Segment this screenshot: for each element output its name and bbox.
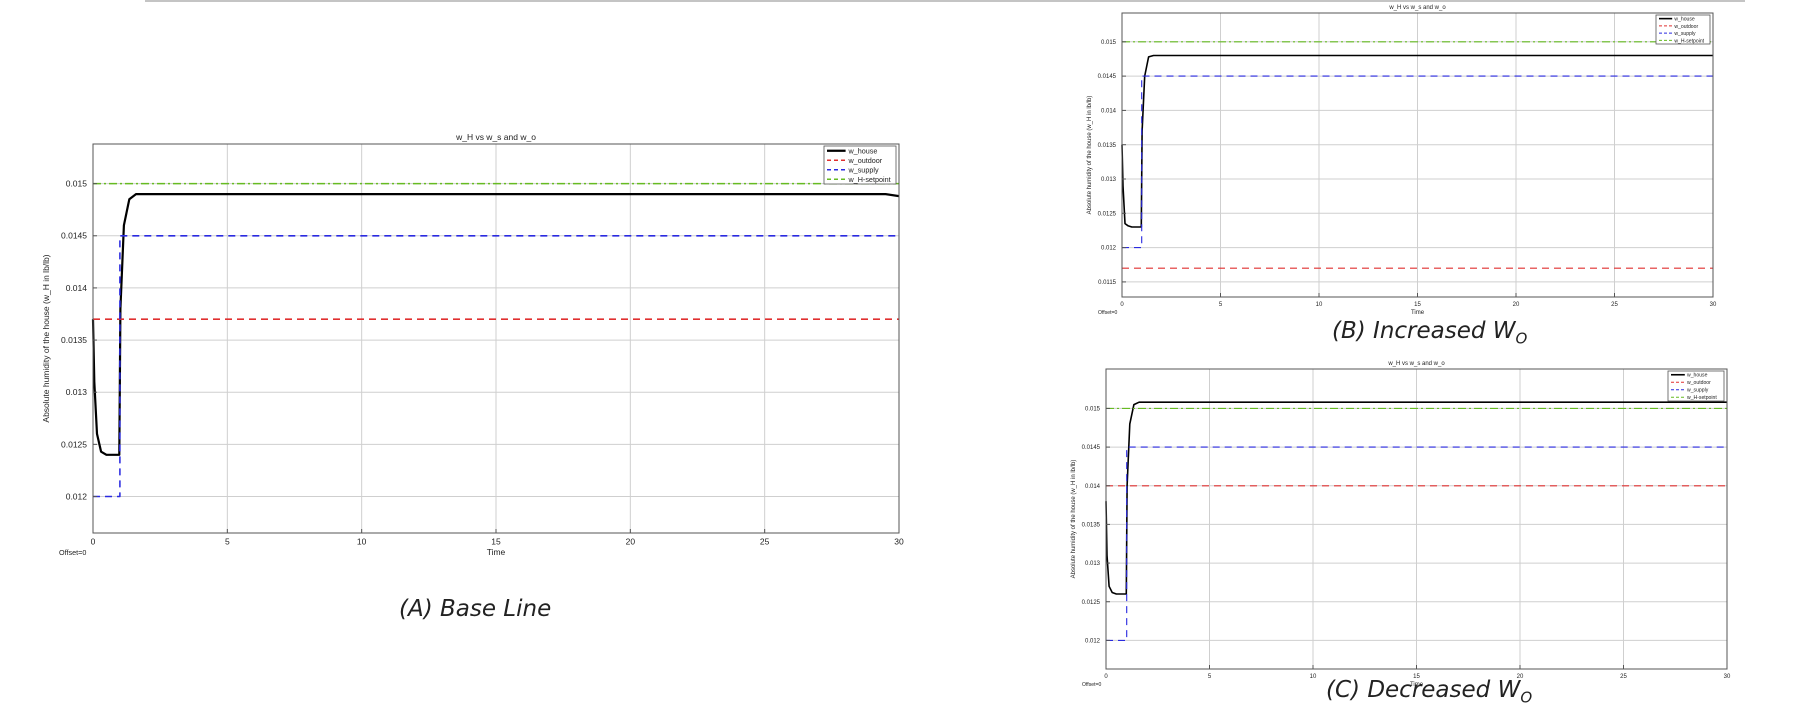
caption-decreased-wo-sub: O: [1520, 688, 1533, 707]
chart-title: w_H vs w_s and w_o: [1388, 5, 1446, 11]
y-tick-label: 0.0125: [1098, 211, 1117, 217]
y-tick-label: 0.0135: [1098, 143, 1117, 149]
chart-increased-wo: 0 5 10 15 20 25 30 0.0115 0.012 0.0125 0.013 0.0135…: [1087, 5, 1717, 316]
y-tick-label: 0.0145: [1098, 74, 1117, 80]
legend-label-w_supply: w_supply: [1674, 31, 1696, 37]
legend-label-w_house: w_house: [1687, 373, 1708, 379]
y-tick-label: 0.012: [1101, 246, 1117, 252]
x-tick-label: 5: [1208, 674, 1212, 680]
y-tick-label: 0.014: [1085, 484, 1101, 490]
y-tick-label: 0.014: [1101, 109, 1117, 115]
x-tick-label: 30: [1724, 674, 1731, 680]
legend-box: [1667, 370, 1725, 402]
x-tick-label: 5: [225, 537, 230, 547]
caption-increased-wo: (B) Increased WO: [1332, 318, 1527, 348]
caption-base-line: (A) Base Line: [399, 596, 551, 622]
y-tick-label: 0.013: [66, 387, 88, 397]
y-tick-label: 0.015: [1101, 40, 1117, 46]
x-axis-label: Time: [1411, 310, 1425, 316]
caption-decreased-wo: (C) Decreased WO: [1326, 677, 1532, 707]
y-tick-label: 0.012: [66, 491, 88, 501]
offset-text: Offset=0: [59, 548, 86, 557]
y-tick-label: 0.015: [1085, 407, 1101, 413]
x-tick-label: 25: [760, 537, 770, 547]
chart-decreased-wo: 0 5 10 15 20 25 30 0.012 0.0125 0.013 0.0135 0.014 0…: [1071, 361, 1731, 688]
y-tick-label: 0.0135: [1082, 523, 1101, 529]
x-tick-label: 30: [894, 537, 904, 547]
x-tick-label: 25: [1620, 674, 1627, 680]
y-tick-label: 0.0145: [1082, 445, 1101, 451]
caption-base-line-text: (A) Base Line: [399, 596, 552, 622]
x-tick-label: 25: [1611, 302, 1618, 308]
y-tick-label: 0.0135: [61, 335, 87, 345]
y-tick-label: 0.0125: [61, 439, 87, 449]
y-tick-label: 0.014: [66, 283, 88, 293]
legend-label-w_house: w_house: [847, 147, 877, 156]
x-axis-label: Time: [1410, 682, 1424, 688]
legend-label-w_H-setpoint: w_H-setpoint: [847, 175, 890, 184]
offset-text: Offset=0: [1098, 310, 1117, 316]
legend-label-w_outdoor: w_outdoor: [1687, 380, 1711, 386]
legend-label-w_supply: w_supply: [1687, 388, 1709, 394]
x-tick-label: 15: [1413, 674, 1420, 680]
x-tick-label: 20: [1517, 674, 1524, 680]
x-tick-label: 0: [1104, 674, 1108, 680]
legend-label-w_supply: w_supply: [847, 166, 878, 175]
y-tick-label: 0.013: [1085, 561, 1101, 567]
caption-increased-wo-sub: O: [1515, 329, 1528, 348]
legend-box: [1655, 14, 1711, 45]
x-tick-label: 0: [1120, 302, 1124, 308]
x-tick-label: 30: [1710, 302, 1717, 308]
legend-label-w_house: w_house: [1674, 17, 1695, 23]
x-tick-label: 0: [91, 537, 96, 547]
legend-box: [823, 145, 897, 185]
x-tick-label: 20: [626, 537, 636, 547]
caption-decreased-wo-text: (C) Decreased W: [1326, 677, 1521, 703]
x-tick-label: 20: [1513, 302, 1520, 308]
y-tick-label: 0.015: [66, 179, 88, 189]
y-tick-label: 0.0145: [61, 231, 87, 241]
x-tick-label: 10: [357, 537, 367, 547]
series-line-w_house: [91, 193, 900, 456]
legend-label-w_H-setpoint: w_H-setpoint: [1674, 38, 1704, 44]
series-line-w_house: [1121, 54, 1713, 228]
x-axis-label: Time: [487, 547, 506, 557]
x-tick-label: 15: [1414, 302, 1421, 308]
series-line-w_house: [1105, 401, 1727, 595]
y-tick-label: 0.0125: [1082, 600, 1101, 606]
chart-title: w_H vs w_s and w_o: [1387, 361, 1445, 367]
y-tick-label: 0.012: [1085, 638, 1101, 644]
chart-base-line: 0 5 10 15 20 25 30 0.012 0.0125 0.013 0.0135 0.014 0…: [41, 132, 904, 557]
x-tick-label: 10: [1310, 674, 1317, 680]
y-tick-label: 0.013: [1101, 177, 1117, 183]
legend-label-w_outdoor: w_outdoor: [1674, 24, 1698, 30]
legend-label-w_outdoor: w_outdoor: [847, 156, 882, 165]
x-tick-label: 15: [491, 537, 501, 547]
x-tick-label: 10: [1316, 302, 1323, 308]
chart-title: w_H vs w_s and w_o: [455, 132, 536, 142]
caption-increased-wo-text: (B) Increased W: [1332, 318, 1516, 344]
offset-text: Offset=0: [1082, 682, 1101, 688]
legend-label-w_H-setpoint: w_H-setpoint: [1687, 395, 1717, 401]
series-line-w_supply: [93, 235, 899, 498]
y-axis-label: Absolute humidity of the house (w_H in l…: [1087, 96, 1093, 215]
x-tick-label: 5: [1219, 302, 1223, 308]
y-tick-label: 0.0115: [1098, 280, 1117, 286]
y-axis-label: Absolute humidity of the house (w_H in l…: [41, 254, 51, 422]
y-axis-label: Absolute humidity of the house (w_H in l…: [1071, 460, 1077, 579]
